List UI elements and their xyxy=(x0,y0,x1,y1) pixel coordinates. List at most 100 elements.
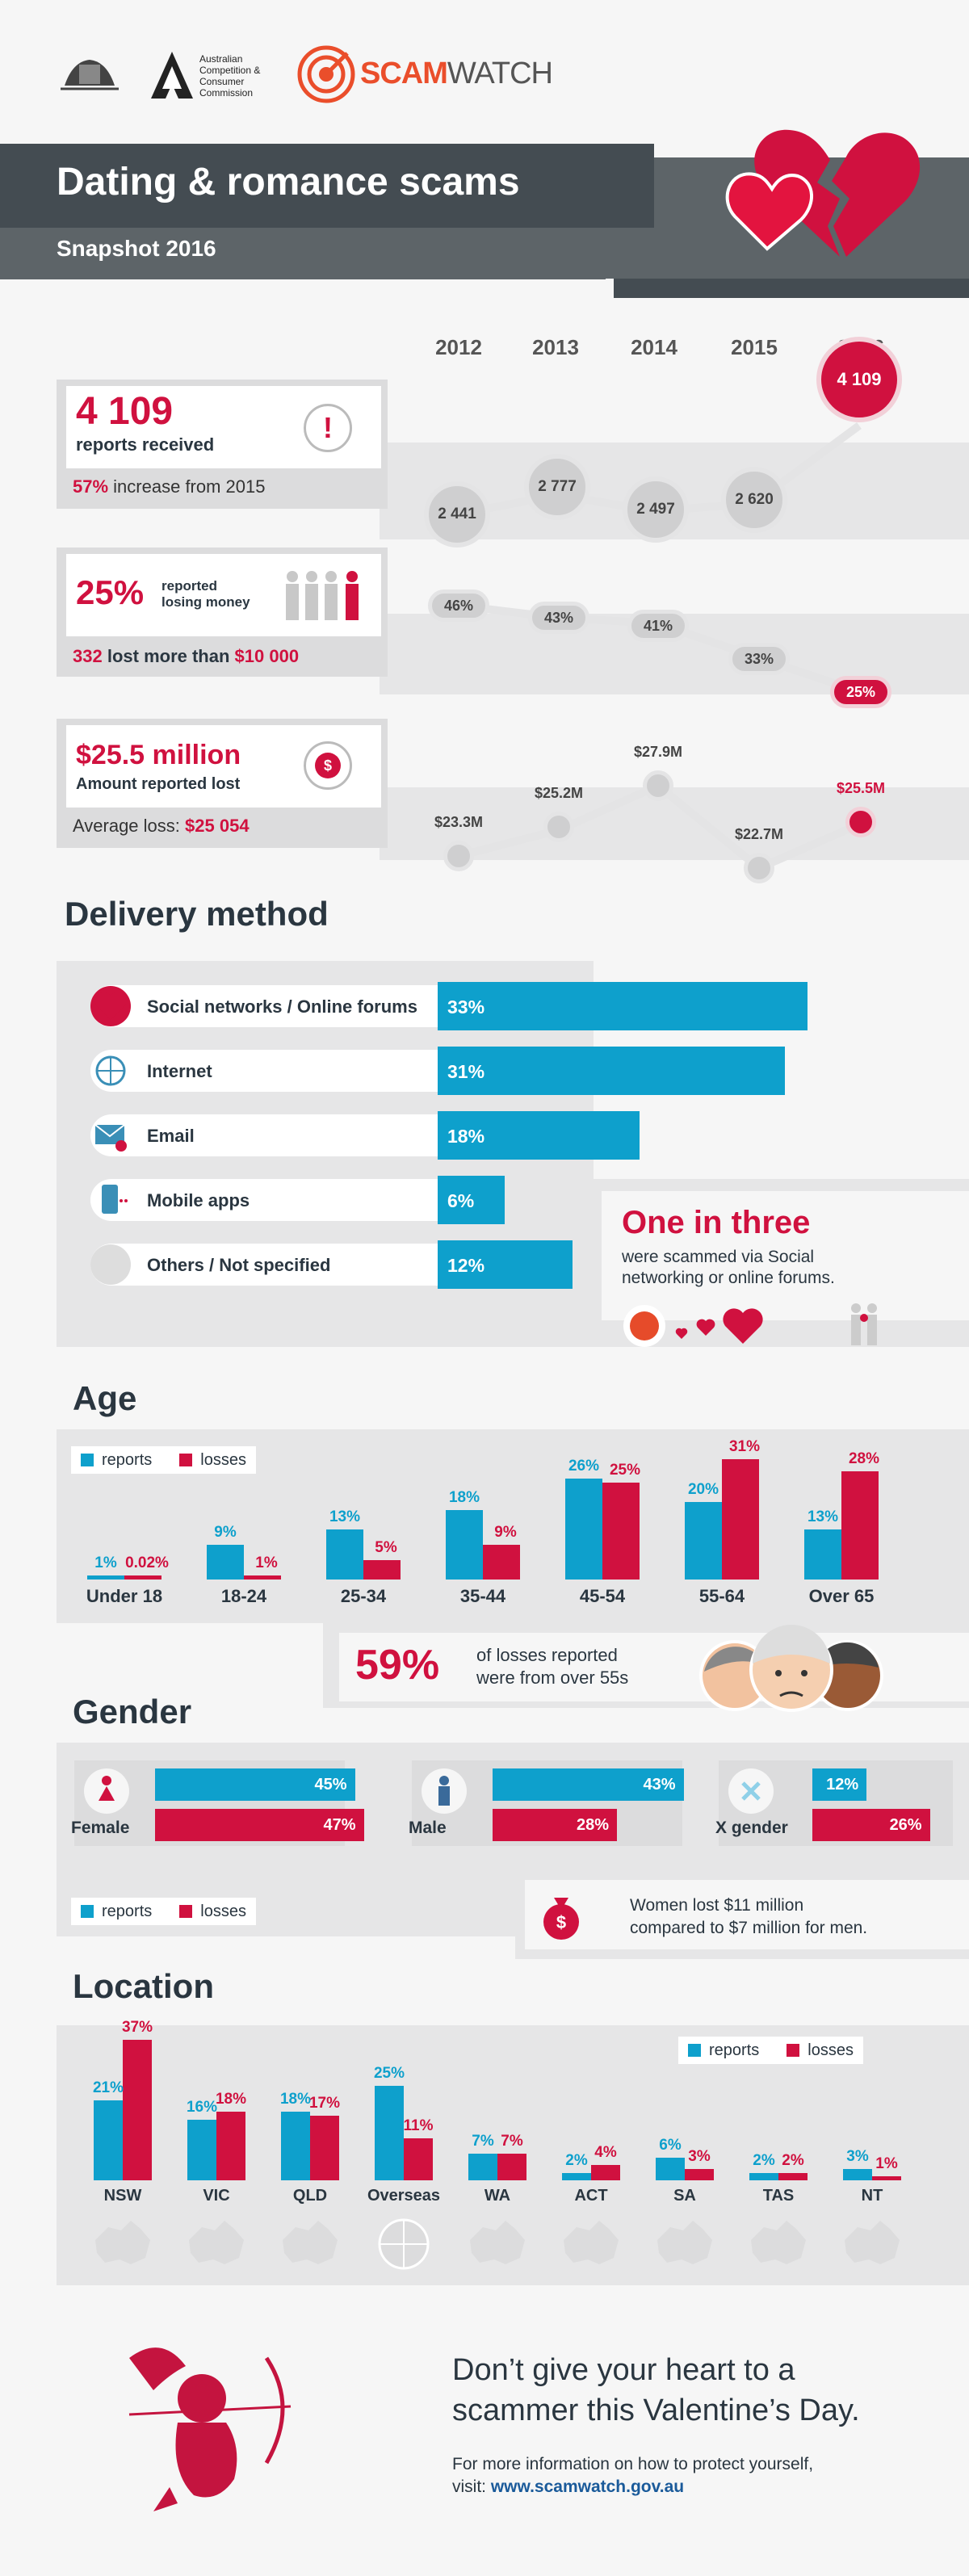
age-legend-reports: reports xyxy=(102,1450,153,1469)
australia-map-icon xyxy=(464,2216,531,2272)
target-icon xyxy=(297,45,355,103)
australia-map-icon xyxy=(276,2216,344,2272)
coat-of-arms-logo xyxy=(57,53,123,95)
footer-headline-a: Don’t give your heart to a xyxy=(452,2353,795,2387)
amount-average: Average loss: $25 054 xyxy=(73,816,250,837)
reports-label: reports received xyxy=(76,434,215,455)
reports-value: 4 109 xyxy=(76,390,174,433)
location-label-reports: 2% xyxy=(753,2151,775,2169)
losing-point-2014: 41% xyxy=(627,610,689,643)
reports-point-2013: 2 777 xyxy=(524,454,590,521)
page-subtitle: Snapshot 2016 xyxy=(57,236,216,261)
amount-label-2015: $22.7M xyxy=(734,826,784,842)
scamwatch-word-a: SCAM xyxy=(360,57,448,90)
accc-line-3: Consumer xyxy=(199,76,245,87)
losing-point-2013: 43% xyxy=(528,602,589,635)
age-label-reports: 26% xyxy=(568,1458,600,1475)
footer-info-a: For more information on how to protect y… xyxy=(452,2455,814,2473)
age-bar-losses xyxy=(363,1560,401,1580)
gender-callout-b: compared to $7 million for men. xyxy=(630,1919,868,1937)
female-icon xyxy=(84,1768,129,1814)
scamwatch-link[interactable]: www.scamwatch.gov.au xyxy=(490,2477,685,2496)
delivery-title: Delivery method xyxy=(65,895,329,933)
age-label-reports: 18% xyxy=(448,1488,480,1506)
mobile-icon xyxy=(90,1180,131,1220)
delivery-callout-big: One in three xyxy=(622,1205,811,1240)
amount-point-2015 xyxy=(744,853,774,883)
location-label-losses: 37% xyxy=(121,2019,153,2037)
losing-over-text: lost more than xyxy=(107,646,230,666)
gender-bar-losses: 47% xyxy=(155,1809,364,1841)
age-title: Age xyxy=(73,1379,137,1417)
svg-text:$: $ xyxy=(556,1912,566,1932)
age-category: 55-64 xyxy=(698,1586,745,1606)
location-label-losses: 2% xyxy=(782,2151,804,2169)
location-bar-losses xyxy=(778,2172,808,2180)
age-label-losses: 28% xyxy=(848,1450,880,1467)
amount-value: $25.5 million xyxy=(76,740,241,770)
age-category: Under 18 xyxy=(86,1586,163,1606)
amount-label-2013: $25.2M xyxy=(534,785,584,802)
male-icon xyxy=(422,1768,467,1814)
delivery-label: Social networks / Online forums xyxy=(147,996,417,1017)
age-category: Over 65 xyxy=(808,1586,875,1606)
losing-point-2012: 46% xyxy=(428,589,489,622)
gender-bar-losses: 28% xyxy=(493,1809,617,1841)
location-bar-reports xyxy=(94,2100,123,2180)
amount-point-2014 xyxy=(643,770,673,801)
age-label-reports: 9% xyxy=(214,1523,237,1541)
gender-name: Female xyxy=(71,1819,130,1837)
age-bar-losses xyxy=(722,1459,759,1580)
location-label-reports: 3% xyxy=(846,2147,869,2165)
social-like-icon xyxy=(90,986,131,1026)
location-bar-losses xyxy=(216,2112,245,2180)
australia-map-icon xyxy=(745,2216,812,2272)
age-category: 25-34 xyxy=(340,1586,387,1606)
location-label-reports: 16% xyxy=(186,2098,218,2116)
location-label-losses: 18% xyxy=(215,2091,247,2108)
delivery-callout-text-a: were scammed via Social xyxy=(622,1248,815,1266)
accc-line-2: Competition & xyxy=(199,65,261,76)
age-label-reports: 1% xyxy=(94,1554,117,1571)
reports-point-2014: 2 497 xyxy=(623,476,689,543)
gender-bar-reports: 12% xyxy=(812,1768,867,1801)
age-label-losses: 9% xyxy=(494,1523,517,1541)
elderly-faces-icon xyxy=(699,1625,883,1712)
amount-label-2016: $25.5M xyxy=(836,780,886,797)
x-gender-icon xyxy=(728,1768,774,1814)
location-bar-reports xyxy=(468,2154,497,2180)
location-legend-losses: losses xyxy=(808,2041,854,2059)
reports-point-2015: 2 620 xyxy=(721,467,787,534)
year-2012: 2012 xyxy=(435,335,482,359)
age-bar-reports xyxy=(326,1529,363,1580)
age-label-losses: 25% xyxy=(609,1462,641,1479)
location-label-losses: 1% xyxy=(875,2155,898,2173)
location-bar-losses xyxy=(685,2168,714,2180)
reports-increase-text: increase from 2015 xyxy=(113,476,266,497)
devil-heart-icons xyxy=(623,1305,763,1347)
broken-heart-icon xyxy=(725,129,921,257)
location-label-reports: 2% xyxy=(565,2151,588,2169)
amount-avg-value: $25 054 xyxy=(185,816,250,836)
title-banner xyxy=(0,144,654,228)
gender-legend-reports: reports xyxy=(102,1902,153,1920)
location-bar-losses xyxy=(310,2116,339,2180)
amount-avg-label: Average loss: xyxy=(73,816,180,836)
age-bar-losses xyxy=(483,1544,520,1580)
location-category: TAS xyxy=(762,2187,795,2205)
australia-map-icon xyxy=(651,2216,719,2272)
reports-increase: 57% increase from 2015 xyxy=(73,476,266,497)
age-category: 35-44 xyxy=(459,1586,506,1606)
losing-over-count: 332 xyxy=(73,646,103,666)
location-bar-losses xyxy=(404,2138,433,2180)
location-bar-losses xyxy=(872,2176,901,2180)
age-bar-reports xyxy=(565,1479,602,1580)
location-legend: reports losses xyxy=(678,2037,863,2064)
location-bar-losses xyxy=(123,2040,152,2180)
legend-reports-swatch xyxy=(688,2044,701,2057)
legend-reports-swatch xyxy=(81,1454,94,1466)
location-category: QLD xyxy=(292,2187,328,2205)
location-category: ACT xyxy=(574,2187,608,2205)
location-title: Location xyxy=(73,1967,214,2005)
people-icon xyxy=(286,571,359,620)
